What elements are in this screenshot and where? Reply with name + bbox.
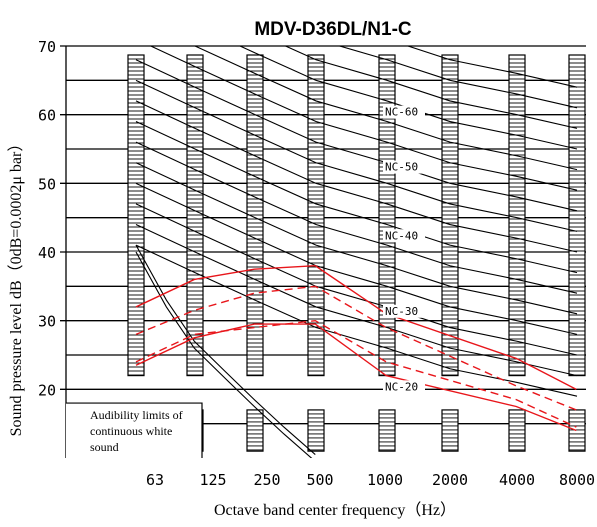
y-tick-label: 40 [38, 244, 56, 262]
annotation-text: continuous white [90, 424, 172, 438]
hearing-threshold-curve [135, 251, 313, 458]
annotation-box-bg [66, 403, 202, 458]
nc-label-bg [383, 105, 425, 119]
nc-label-bg [383, 229, 425, 243]
y-tick-label: 30 [38, 313, 56, 331]
frequency-column-lower [307, 409, 325, 452]
measured-series-line [135, 265, 577, 390]
x-tick-label: 125 [199, 471, 226, 489]
plot-area: Audibility limits of continuous white soun… [38, 38, 595, 489]
frequency-column-lower [568, 409, 586, 452]
nc-label: NC-50 [385, 161, 418, 174]
nc-curve [135, 141, 578, 294]
x-tick-label: 250 [253, 471, 280, 489]
nc-curve [149, 46, 578, 191]
y-tick-label: 20 [38, 381, 56, 399]
frequency-column-lower [441, 409, 459, 452]
nc-curve [135, 162, 578, 315]
nc-curve [135, 79, 578, 232]
hearing-threshold-curve [135, 244, 316, 455]
nc-curve [284, 46, 578, 129]
y-tick-label: 50 [38, 175, 56, 193]
measured-series-line [135, 319, 577, 428]
y-tick-label: 60 [38, 107, 56, 125]
x-tick-label: 1000 [367, 471, 403, 489]
x-tick-label: 500 [306, 471, 333, 489]
annotation-text: Audibility limits of [90, 408, 183, 422]
nc-curve [135, 182, 578, 335]
nc-curve [135, 224, 578, 377]
frequency-column-lower [246, 409, 264, 452]
annotation-box [66, 402, 203, 458]
nc-label: NC-30 [385, 305, 418, 318]
nc-label: NC-40 [385, 229, 418, 242]
nc-curve [406, 46, 578, 88]
x-tick-label: 2000 [432, 471, 468, 489]
nc-label: NC-60 [385, 106, 418, 119]
nc-label-bg [383, 160, 425, 174]
nc-label-bg [383, 304, 425, 318]
annotation-text: sound [90, 440, 119, 454]
nc-label-bg [383, 380, 425, 394]
frequency-column-lower [508, 409, 526, 452]
nc-curve [135, 100, 578, 253]
nc-curve [238, 46, 578, 150]
chart-title: MDV-D36DL/N1-C [254, 19, 412, 40]
frequency-column-lower [378, 409, 396, 452]
nc-curve [337, 46, 578, 109]
x-axis-label: Octave band center frequency（Hz） [214, 501, 456, 519]
y-axis-label: Sound pressure level dB（0dB=0.0002μ bar） [7, 136, 25, 437]
nc-curve [135, 121, 578, 274]
measured-series-line [135, 285, 577, 411]
nc-curve [135, 203, 578, 356]
nc-curve [135, 59, 578, 212]
x-tick-label: 4000 [499, 471, 535, 489]
nc-label: NC-20 [385, 380, 418, 393]
x-tick-label: 63 [146, 471, 164, 489]
y-tick-label: 70 [38, 38, 56, 56]
nc-curve [193, 46, 578, 171]
x-tick-label: 8000 [559, 471, 595, 489]
measured-series-line [135, 323, 577, 432]
